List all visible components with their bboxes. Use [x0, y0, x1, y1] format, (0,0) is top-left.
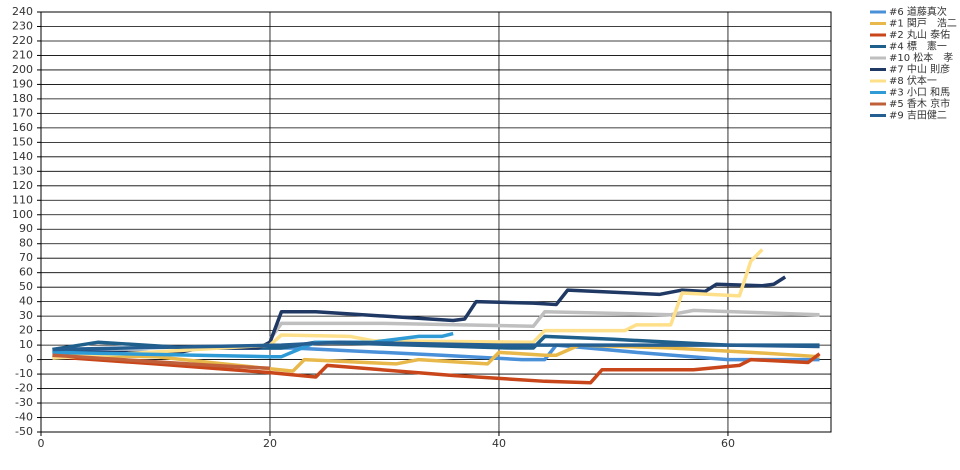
legend-label: #9 吉田健二 — [889, 110, 947, 122]
y-tick-label: 0 — [26, 353, 33, 366]
y-tick-label: -10 — [15, 367, 33, 380]
x-tick-label: 60 — [721, 437, 735, 450]
y-tick-label: -50 — [15, 425, 33, 438]
y-tick-label: 120 — [12, 179, 33, 192]
y-tick-label: 220 — [12, 34, 33, 47]
y-tick-label: 20 — [19, 324, 33, 337]
y-tick-label: 110 — [12, 193, 33, 206]
legend-label: #1 関戸 浩二 — [889, 18, 957, 30]
series-line — [268, 308, 820, 341]
series-line — [52, 343, 820, 373]
y-tick-label: 90 — [19, 222, 33, 235]
y-tick-label: 140 — [12, 150, 33, 163]
legend-label: #5 香木 京市 — [889, 97, 950, 110]
y-tick-label: 230 — [12, 19, 33, 32]
y-tick-label: 10 — [19, 338, 33, 351]
legend-label: #3 小口 和馬 — [889, 87, 950, 99]
legend-label: #6 道藤真次 — [889, 5, 947, 18]
y-tick-label: -40 — [15, 411, 33, 424]
legend-label: #7 中山 則彦 — [889, 63, 950, 76]
y-tick-label: 160 — [12, 121, 33, 134]
legend-label: #8 伏本一 — [889, 74, 937, 87]
x-tick-label: 0 — [38, 437, 45, 450]
y-tick-label: 240 — [12, 5, 33, 18]
y-tick-label: -20 — [15, 382, 33, 395]
y-tick-label: 130 — [12, 164, 33, 177]
y-tick-label: 70 — [19, 251, 33, 264]
legend-label: #10 松本 孝 — [889, 51, 953, 64]
y-tick-label: 80 — [19, 237, 33, 250]
legend-label: #4 標 憲一 — [889, 40, 947, 53]
y-tick-label: 180 — [12, 92, 33, 105]
legend-label: #2 丸山 泰佑 — [889, 28, 950, 41]
x-tick-label: 40 — [492, 437, 506, 450]
y-tick-label: 190 — [12, 77, 33, 90]
y-tick-label: 30 — [19, 309, 33, 322]
y-tick-label: 50 — [19, 280, 33, 293]
y-tick-label: 200 — [12, 63, 33, 76]
y-tick-label: -30 — [15, 396, 33, 409]
series-line — [52, 340, 820, 352]
y-tick-label: 100 — [12, 208, 33, 221]
series-line — [52, 248, 764, 360]
y-tick-label: 210 — [12, 48, 33, 61]
x-tick-label: 20 — [263, 437, 277, 450]
y-tick-label: 170 — [12, 106, 33, 119]
y-tick-label: 150 — [12, 135, 33, 148]
y-tick-label: 60 — [19, 266, 33, 279]
series-line — [52, 353, 271, 371]
y-tick-label: 40 — [19, 295, 33, 308]
series-line — [52, 352, 821, 385]
